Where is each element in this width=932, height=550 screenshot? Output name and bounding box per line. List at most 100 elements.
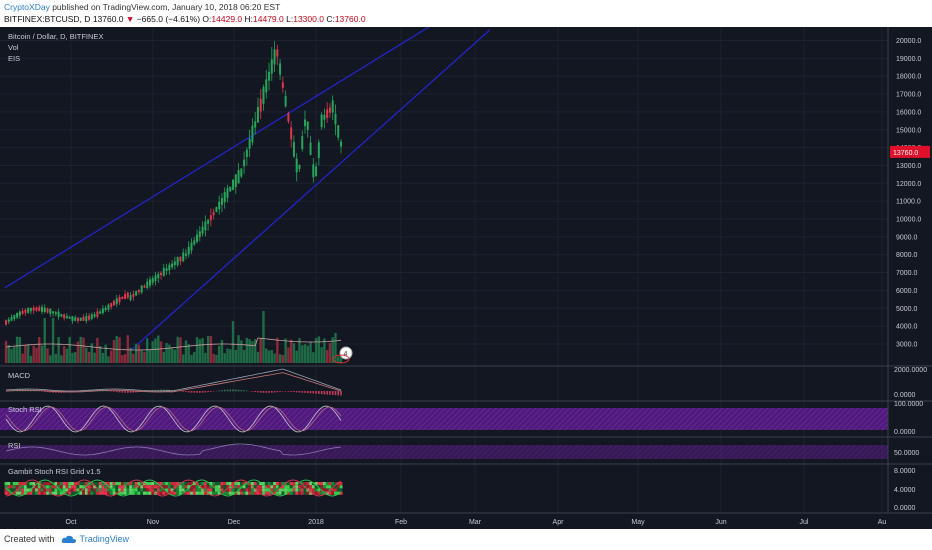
gambit-cell	[331, 485, 335, 489]
gambit-cell	[79, 491, 83, 495]
candle-body	[290, 127, 293, 140]
volume-bar	[229, 349, 232, 363]
gambit-cell	[87, 491, 91, 495]
macd-hist-bar	[163, 389, 165, 392]
gambit-cell	[248, 485, 252, 489]
price-change: −665.0 (−4.61%)	[136, 14, 201, 24]
volume-bar	[54, 353, 58, 363]
macd-hist-bar	[279, 391, 281, 392]
gambit-cell	[131, 485, 135, 489]
pane-stoch-label: Stoch RSI	[8, 405, 42, 414]
gambit-cell	[256, 482, 260, 486]
gambit-cell	[237, 491, 241, 495]
gambit-cell	[145, 485, 149, 489]
gambit-cell	[242, 491, 246, 495]
gambit-cell	[15, 491, 19, 495]
volume-bar	[87, 351, 91, 363]
chart-area[interactable]: 20000.0 19000.0 18000.0 17000.0 16000.0 15000…	[0, 27, 932, 529]
gambit-cell	[90, 488, 94, 492]
gambit-cell	[176, 485, 180, 489]
gambit-cell	[256, 491, 260, 495]
gambit-cell	[143, 485, 146, 489]
cloud-icon	[61, 535, 76, 543]
gambit-cell	[259, 482, 263, 486]
macd-hist-bar	[337, 391, 340, 396]
macd-line	[5, 368, 342, 392]
gambit-cell	[104, 488, 108, 492]
candle-body	[248, 138, 251, 149]
gambit-cell	[273, 488, 277, 492]
legend-title: Bitcoin / Dollar, D, BITFINEX	[8, 32, 103, 41]
gambit-cell	[253, 488, 257, 492]
trend-line-upper	[4, 27, 430, 289]
volume-bar	[132, 353, 135, 363]
time-tick-label: Mar	[469, 519, 482, 526]
gambit-cell	[68, 485, 72, 489]
volume-bar	[76, 341, 80, 363]
gambit-line-red	[5, 479, 342, 497]
gambit-cell	[245, 491, 249, 495]
volume-bar	[204, 352, 207, 363]
time-tick-label: Oct	[66, 519, 77, 526]
gambit-cell	[140, 485, 144, 489]
candle-body	[223, 192, 226, 203]
volume-ma-line	[5, 337, 342, 351]
gambit-cell	[131, 482, 135, 486]
candle-body	[229, 186, 232, 192]
gambit-cell	[192, 488, 196, 492]
created-with: Created with	[4, 534, 55, 544]
candle-body	[251, 125, 254, 143]
candle-body	[43, 307, 46, 312]
trend-channel[interactable]	[4, 27, 491, 352]
author-link[interactable]: CryptoXDay	[4, 2, 50, 12]
gambit-cell	[32, 488, 36, 492]
candle-body	[40, 306, 43, 312]
tradingview-link[interactable]: TradingView	[61, 534, 129, 544]
volume-bar	[79, 336, 82, 363]
gambit-cell	[325, 482, 329, 486]
gambit-cell	[162, 482, 166, 486]
gambit-cell	[281, 488, 285, 492]
gambit-cell	[209, 482, 213, 486]
volume-bar	[245, 337, 249, 363]
volume-bar	[231, 321, 235, 363]
volume-bar	[184, 340, 188, 363]
gambit-cell	[298, 482, 301, 486]
candle-body	[298, 165, 301, 170]
time-tick-label: May	[631, 519, 645, 526]
candle-body	[160, 272, 163, 276]
gambit-cell	[101, 488, 105, 492]
chart-canvas[interactable]: 20000.0 19000.0 18000.0 17000.0 16000.0 15000…	[0, 27, 932, 529]
gambit-cell	[309, 491, 313, 495]
candle-body	[121, 296, 124, 300]
gambit-cell	[87, 485, 91, 489]
low-value: 13300.0	[293, 14, 324, 24]
volume-bar	[201, 337, 204, 363]
stoch-d-line	[5, 406, 342, 432]
volume-bar	[40, 345, 44, 363]
gambit-cell	[154, 488, 158, 492]
gambit-cell	[215, 491, 218, 495]
volume-bar	[284, 338, 287, 363]
candle-body	[337, 125, 340, 138]
gambit-cell	[10, 485, 14, 489]
gambit-cell	[317, 485, 321, 489]
candle-body	[7, 319, 10, 322]
rsi-tick-label: 50.0000	[894, 450, 919, 457]
candle-body	[82, 317, 85, 321]
gambit-cell	[286, 485, 290, 489]
gambit-cell	[7, 482, 11, 486]
macd-hist-bar	[276, 391, 279, 393]
gambit-cell	[195, 485, 199, 489]
gambit-cell	[314, 482, 318, 486]
candle-body	[135, 291, 138, 296]
gambit-cell	[87, 488, 91, 492]
volume-bar	[251, 341, 254, 363]
gambit-cell	[206, 488, 210, 492]
macd-hist-bar	[129, 391, 132, 393]
pane-macd-label: MACD	[8, 371, 31, 380]
volume-bar	[129, 347, 132, 363]
macd-hist-bar	[182, 391, 184, 392]
time-tick-label: Nov	[147, 519, 160, 526]
volume-bar	[137, 344, 141, 363]
